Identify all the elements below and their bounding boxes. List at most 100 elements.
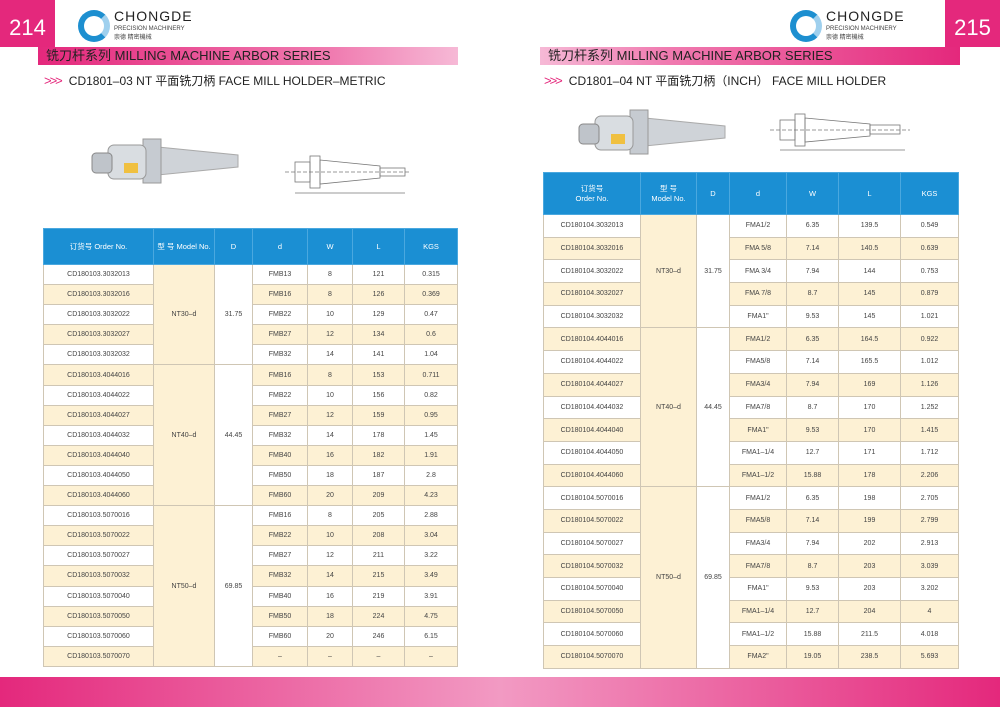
cell: FMB22 <box>252 525 308 547</box>
table-row: CD180104.3032016 FMA 5/8 7.14 140.5 0.639 <box>543 236 959 261</box>
cell: 187 <box>352 464 405 487</box>
cell: 9.53 <box>786 304 839 329</box>
table-row: CD180104.5070032 FMA7/8 8.7 203 3.039 <box>543 554 959 578</box>
dia: 44.45 <box>696 327 730 488</box>
cell: 126 <box>352 284 405 306</box>
table-row: CD180104.5070016 NT50–d 69.85 FMA1/2 6.35 198… <box>543 486 959 669</box>
cell: 15.88 <box>786 463 839 488</box>
cell: 0.639 <box>900 236 959 261</box>
cell: 6.35 <box>786 214 839 238</box>
cell: 145 <box>838 304 901 329</box>
cell: 0.82 <box>404 384 458 406</box>
cell: 8.7 <box>786 395 839 420</box>
cell: 0.879 <box>900 282 959 306</box>
table-row: CD180104.5070027 FMA3/4 7.94 202 2.913 <box>543 531 959 556</box>
cell: 9.53 <box>786 418 839 442</box>
table-row: CD180103.3032027 FMB27 12 134 0.6 <box>43 324 458 346</box>
cell: 4 <box>900 599 959 624</box>
cell: 8 <box>307 505 353 527</box>
chevron-right-icon: >>> <box>544 73 563 88</box>
table-row: CD180104.4044060 FMA1–1/2 15.88 178 2.206 <box>543 463 959 488</box>
cell: FMB40 <box>252 585 308 607</box>
cell: 10 <box>307 384 353 406</box>
table-row: CD180103.4044016 NT40–d 44.45 FMB16 8 153 0.71… <box>43 364 458 507</box>
cell: – <box>352 645 405 667</box>
order-no: CD180104.5070060 <box>543 622 641 647</box>
cell: 204 <box>838 599 901 624</box>
table-row: CD180104.5070040 FMA1" 9.53 203 3.202 <box>543 577 959 601</box>
cell: FMA5/8 <box>729 350 787 374</box>
cell: 134 <box>352 324 405 346</box>
cell: FMA1–1/2 <box>729 622 787 647</box>
cell: 165.5 <box>838 350 901 374</box>
cell: 15.88 <box>786 622 839 647</box>
order-no: CD180103.5070032 <box>43 565 154 587</box>
dia: 69.85 <box>696 486 730 669</box>
cell: – <box>404 645 458 667</box>
cell: 16 <box>307 444 353 466</box>
cell: 14 <box>307 424 353 446</box>
column-header: 订货号 Order No. <box>543 172 641 215</box>
series-bar-left: 铣刀杆系列 MILLING MACHINE ARBOR SERIES <box>38 47 458 65</box>
dia: 31.75 <box>214 263 253 366</box>
cell: 203 <box>838 554 901 578</box>
cell: 2.799 <box>900 508 959 533</box>
cell: 153 <box>352 364 405 386</box>
column-header: d <box>252 228 308 265</box>
order-no: CD180103.4044016 <box>43 364 154 386</box>
cell: 1.712 <box>900 440 959 465</box>
table-row: CD180104.3032022 FMA 3/4 7.94 144 0.753 <box>543 259 959 284</box>
column-header: 型 号 Model No. <box>153 228 215 265</box>
cell: FMA7/8 <box>729 554 787 578</box>
cell: FMB16 <box>252 364 308 386</box>
product-photo-left <box>91 138 239 184</box>
cell: FMA7/8 <box>729 395 787 420</box>
table-row: CD180103.3032016 FMB16 8 126 0.369 <box>43 284 458 306</box>
cell: – <box>252 645 308 667</box>
cell: 0.753 <box>900 259 959 284</box>
cell: 18 <box>307 605 353 627</box>
order-no: CD180103.4044022 <box>43 384 154 406</box>
cell: 178 <box>352 424 405 446</box>
order-no: CD180104.3032027 <box>543 282 641 306</box>
cell: 7.14 <box>786 236 839 261</box>
cell: 14 <box>307 565 353 587</box>
cell: 20 <box>307 485 353 507</box>
cell: 3.04 <box>404 525 458 547</box>
series-bar-right: 铣刀杆系列 MILLING MACHINE ARBOR SERIES <box>540 47 960 65</box>
cell: FMA1–1/2 <box>729 463 787 488</box>
table-row: CD180104.4044050 FMA1–1/4 12.7 171 1.712 <box>543 440 959 465</box>
order-no: CD180104.5070040 <box>543 577 641 601</box>
cell: 12 <box>307 404 353 426</box>
cell: FMB22 <box>252 384 308 406</box>
chevron-right-icon: >>> <box>44 73 63 88</box>
cell: FMB32 <box>252 565 308 587</box>
order-no: CD180104.5070027 <box>543 531 641 556</box>
cell: 170 <box>838 418 901 442</box>
cell: 144 <box>838 259 901 284</box>
order-no: CD180103.4044027 <box>43 404 154 426</box>
column-header: L <box>838 172 901 215</box>
cell: 2.705 <box>900 486 959 510</box>
cell: 182 <box>352 444 405 466</box>
cell: FMA 5/8 <box>729 236 787 261</box>
cell: 209 <box>352 485 405 507</box>
order-no: CD180103.5070027 <box>43 545 154 567</box>
logo-cn: 崇德 精密機械 <box>114 35 152 41</box>
cell: 8.7 <box>786 282 839 306</box>
cell: 1.91 <box>404 444 458 466</box>
cell: 19.05 <box>786 645 839 669</box>
cell: 10 <box>307 525 353 547</box>
order-no: CD180103.3032016 <box>43 284 154 306</box>
cell: 14 <box>307 344 353 366</box>
cell: 12 <box>307 545 353 567</box>
order-no: CD180104.4044040 <box>543 418 641 442</box>
cell: 0.6 <box>404 324 458 346</box>
cell: FMA1–1/4 <box>729 440 787 465</box>
cell: FMA 3/4 <box>729 259 787 284</box>
table-row: CD180103.4044027 FMB27 12 159 0.95 <box>43 404 458 426</box>
cell: FMB27 <box>252 324 308 346</box>
cell: 6.15 <box>404 625 458 647</box>
